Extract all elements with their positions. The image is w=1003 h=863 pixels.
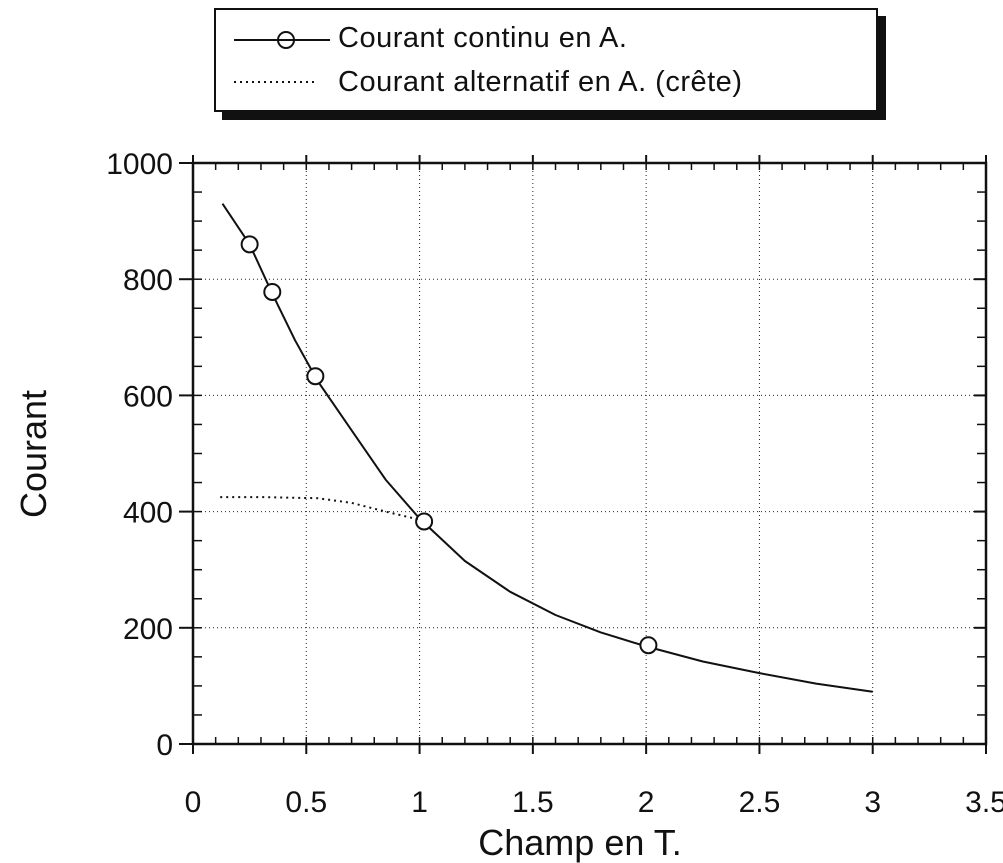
data-point-marker <box>639 636 658 655</box>
y-tick-label: 800 <box>123 264 173 297</box>
x-tick-label: 3 <box>864 786 881 819</box>
y-tick-label: 600 <box>123 380 173 413</box>
data-point-marker <box>263 282 282 301</box>
legend-box: Courant continu en A. Courant alternatif… <box>214 8 878 112</box>
tick-labels: 0 0.5 1 1.5 2 2.5 3 3.5 0 200 400 600 800 1000 <box>106 148 1003 819</box>
x-tick-label: 3.5 <box>965 786 1003 819</box>
x-axis-title: Champ en T. <box>478 822 681 863</box>
legend-label-alternatif: Courant alternatif en A. (crête) <box>338 66 743 98</box>
data-point-marker <box>306 367 325 386</box>
legend-label-continu: Courant continu en A. <box>338 22 628 54</box>
data-point-marker <box>415 512 434 531</box>
axes <box>191 161 988 746</box>
y-tick-label: 400 <box>123 497 173 530</box>
series-0 <box>221 203 873 693</box>
x-tick-label: 1 <box>411 786 428 819</box>
legend: Courant continu en A. Courant alternatif… <box>214 8 886 120</box>
y-tick-label: 200 <box>123 613 173 646</box>
legend-entry-continu: Courant continu en A. <box>216 20 876 56</box>
grid <box>193 162 987 744</box>
legend-swatch-solid-circle <box>234 31 330 49</box>
y-axis-title: Courant <box>13 390 54 518</box>
legend-swatch-dotted <box>234 81 316 83</box>
data-point-marker <box>240 235 259 254</box>
y-tick-label: 0 <box>156 729 173 762</box>
series-line <box>221 203 873 693</box>
series-layer <box>220 203 873 693</box>
y-tick-label: 1000 <box>106 148 173 181</box>
ticks <box>179 155 987 754</box>
plot-frame <box>191 161 988 746</box>
x-tick-label: 0 <box>185 786 202 819</box>
series-line <box>220 496 420 521</box>
series-1 <box>220 496 420 521</box>
x-tick-label: 1.5 <box>512 786 554 819</box>
x-tick-label: 2.5 <box>739 786 781 819</box>
legend-entry-alternatif: Courant alternatif en A. (crête) <box>216 64 876 100</box>
x-tick-label: 0.5 <box>285 786 327 819</box>
x-tick-label: 2 <box>638 786 655 819</box>
